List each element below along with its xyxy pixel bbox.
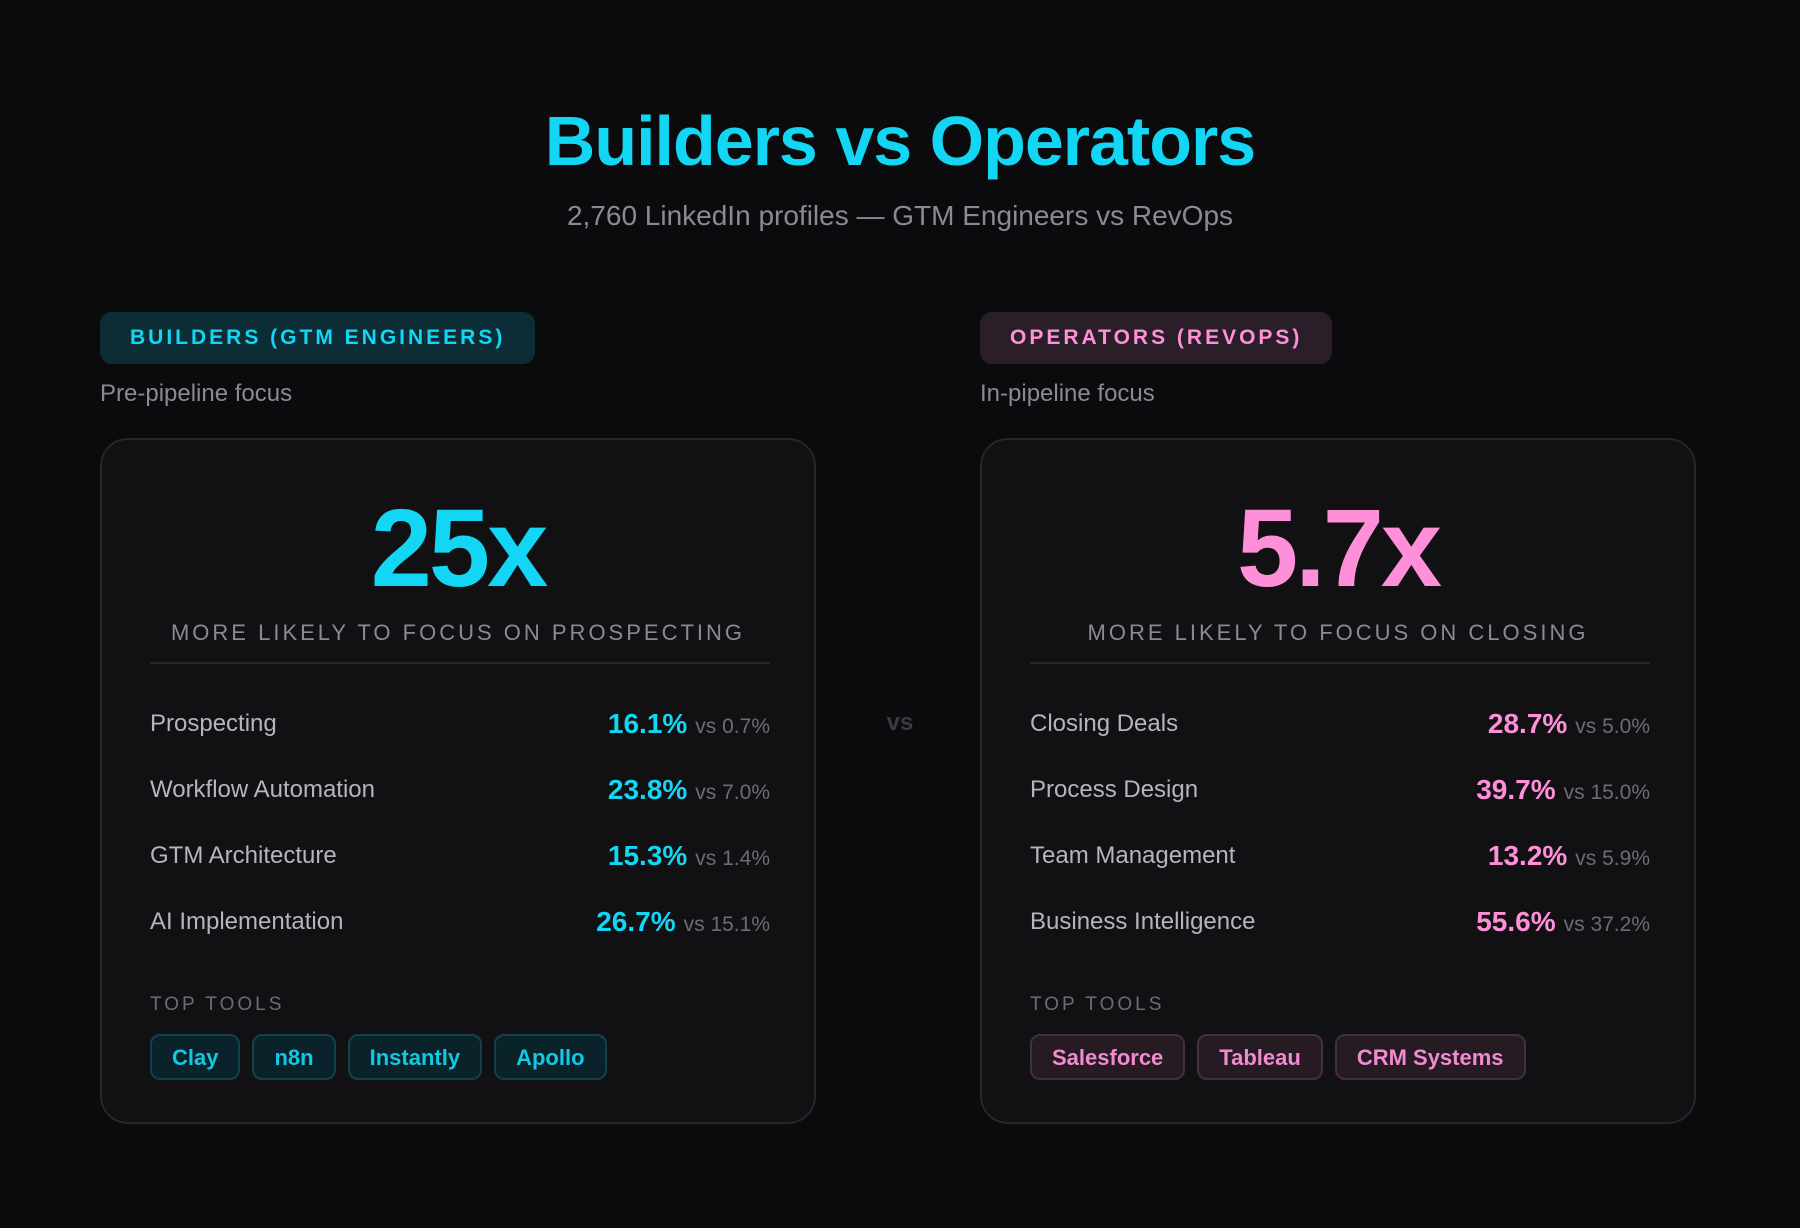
builders-pill: BUILDERS (GTM ENGINEERS) (100, 312, 536, 364)
tool-chip-clay: Clay (150, 1034, 241, 1080)
stat-compare: vs 15.0% (1563, 781, 1650, 804)
page-subtitle: 2,760 LinkedIn profiles — GTM Engineers … (566, 200, 1234, 231)
divider (1030, 662, 1650, 664)
stat-row: Closing Deals 28.7% vs 5.0% (1030, 704, 1650, 770)
stat-value: 23.8% (607, 774, 688, 805)
stat-row: Prospecting 16.1% vs 0.7% (150, 704, 770, 770)
stat-compare: vs 0.7% (695, 715, 770, 738)
stat-label: Prospecting (150, 710, 277, 737)
stat-compare: vs 15.1% (683, 913, 770, 936)
stat-compare: vs 1.4% (695, 847, 770, 870)
builders-stat-list: Prospecting 16.1% vs 0.7% Workflow Automa… (150, 704, 770, 968)
stat-label: GTM Architecture (150, 842, 337, 869)
tool-chip-tableau: Tableau (1197, 1034, 1323, 1080)
builders-multiplier-caption: MORE LIKELY TO FOCUS ON PROSPECTING (170, 620, 746, 645)
operators-focus: In-pipeline focus (980, 380, 1155, 407)
operators-column: OPERATORS (REVOPS) In-pipeline focus 5.7… (980, 312, 1700, 1124)
stat-value: 13.2% (1487, 840, 1568, 871)
builders-card: 25x MORE LIKELY TO FOCUS ON PROSPECTING … (100, 438, 816, 1124)
operators-multiplier: 5.7x (1236, 487, 1442, 610)
operators-pill: OPERATORS (REVOPS) (980, 312, 1333, 364)
tool-chip-n8n: n8n (252, 1034, 336, 1080)
page-title: Builders vs Operators (544, 102, 1256, 180)
operators-card: 5.7x MORE LIKELY TO FOCUS ON CLOSING Clo… (980, 438, 1696, 1124)
stat-label: Process Design (1030, 776, 1199, 803)
operators-tools-label: TOP TOOLS (1030, 994, 1165, 1015)
builders-tools: Clay n8n Instantly Apollo (150, 1034, 619, 1080)
stat-value: 26.7% (596, 906, 676, 937)
tool-chip-apollo: Apollo (494, 1034, 607, 1080)
stat-label: Workflow Automation (150, 776, 375, 803)
tool-chip-instantly: Instantly (347, 1034, 483, 1080)
stat-row: GTM Architecture 15.3% vs 1.4% (150, 836, 770, 902)
stat-label: AI Implementation (150, 908, 344, 935)
stat-row: Workflow Automation 23.8% vs 7.0% (150, 770, 770, 836)
stat-value: 15.3% (607, 840, 688, 871)
operators-multiplier-caption: MORE LIKELY TO FOCUS ON CLOSING (1087, 620, 1589, 645)
stat-row: Team Management 13.2% vs 5.9% (1030, 836, 1650, 902)
stat-value: 16.1% (607, 708, 688, 739)
tool-chip-crm-systems: CRM Systems (1334, 1034, 1526, 1080)
operators-tools: Salesforce Tableau CRM Systems (1030, 1034, 1538, 1080)
stat-value: 39.7% (1476, 774, 1556, 805)
divider (150, 662, 770, 664)
stat-label: Closing Deals (1030, 710, 1179, 737)
builders-column: BUILDERS (GTM ENGINEERS) Pre-pipeline fo… (100, 312, 820, 1124)
stat-value: 28.7% (1487, 708, 1568, 739)
stat-label: Business Intelligence (1030, 908, 1256, 935)
operators-stat-list: Closing Deals 28.7% vs 5.0% Process Desig… (1030, 704, 1650, 968)
builders-multiplier: 25x (370, 487, 549, 610)
tool-chip-salesforce: Salesforce (1030, 1034, 1186, 1080)
stat-compare: vs 7.0% (695, 781, 770, 804)
vs-label: vs (886, 709, 914, 736)
stat-row: Business Intelligence 55.6% vs 37.2% (1030, 902, 1650, 968)
builders-tools-label: TOP TOOLS (150, 994, 285, 1015)
builders-focus: Pre-pipeline focus (100, 380, 293, 407)
stat-compare: vs 37.2% (1563, 913, 1650, 936)
stat-label: Team Management (1030, 842, 1236, 869)
stat-compare: vs 5.9% (1575, 847, 1650, 870)
stat-row: AI Implementation 26.7% vs 15.1% (150, 902, 770, 968)
stat-value: 55.6% (1476, 906, 1556, 937)
stat-row: Process Design 39.7% vs 15.0% (1030, 770, 1650, 836)
stat-compare: vs 5.0% (1575, 715, 1650, 738)
